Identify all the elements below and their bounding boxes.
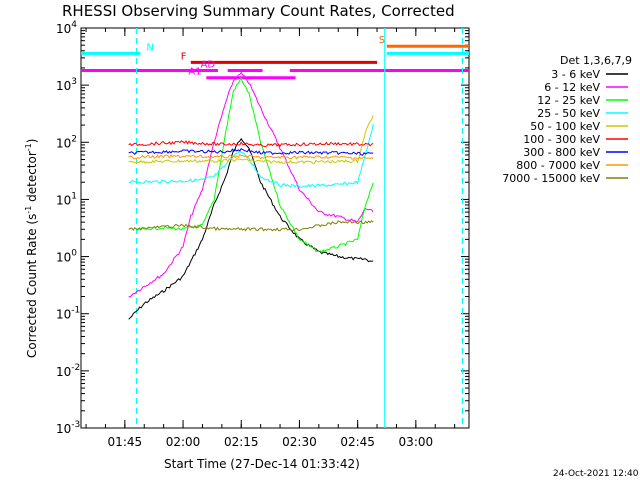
flag-bar-label: AD — [201, 60, 216, 71]
series-line — [136, 76, 374, 254]
legend-entry-label: 3 - 6 keV — [551, 68, 600, 81]
legend-entry-label: 25 - 50 keV — [537, 107, 600, 120]
y-tick-label: 10-2 — [56, 363, 80, 379]
series-line — [128, 220, 374, 232]
series-group — [128, 71, 374, 320]
y-tick-label: 103 — [56, 77, 77, 93]
flag-bar-label: A1 — [188, 67, 201, 78]
footer-date: 24-Oct-2021 12:40 — [553, 469, 639, 479]
legend-entry-label: 6 - 12 keV — [544, 81, 600, 94]
svg-text:Corrected Count Rate (s-1 dete: Corrected Count Rate (s-1 detector-1) — [24, 139, 39, 358]
legend-entry-label: 12 - 25 keV — [537, 94, 600, 107]
series-line — [128, 148, 374, 156]
y-tick-label: 101 — [56, 191, 77, 207]
flag-bar-label: S — [379, 35, 385, 46]
legend-title: Det 1,3,6,7,9 — [560, 54, 632, 67]
series-line — [128, 124, 374, 188]
series-line — [128, 153, 374, 160]
legend-entry-label: 7000 - 15000 keV — [502, 172, 600, 185]
legend-entry-label: 800 - 7000 keV — [516, 159, 600, 172]
flag-bar-label: N — [146, 42, 153, 53]
y-tick-label: 10-1 — [56, 306, 80, 322]
legend-entry-label: 100 - 300 keV — [523, 133, 600, 146]
y-tick-label: 102 — [56, 134, 77, 150]
y-tick-label: 10-3 — [56, 420, 80, 436]
vertical-markers — [135, 28, 464, 428]
series-line — [128, 115, 374, 165]
x-tick-label: 01:45 — [108, 435, 143, 449]
x-tick-label: 02:15 — [224, 435, 259, 449]
x-tick-label: 02:30 — [282, 435, 317, 449]
x-tick-label: 02:45 — [340, 435, 375, 449]
flag-bar-label: F — [181, 51, 187, 62]
legend-entry-label: 50 - 100 keV — [530, 120, 600, 133]
series-line — [128, 71, 374, 298]
y-axis-label: Corrected Count Rate (s-1 detector-1) — [24, 139, 39, 358]
series-line — [128, 137, 374, 320]
legend-entry-label: 300 - 800 keV — [523, 146, 600, 159]
x-tick-labels: 01:45 02:00 02:15 02:30 02:45 03:00 — [108, 435, 434, 449]
y-tick-label: 104 — [56, 20, 77, 36]
series-line — [128, 140, 374, 148]
y-tick-labels: 10-3 10-2 10-1 100 101 102 103 104 — [56, 20, 80, 436]
x-axis-label: Start Time (27-Dec-14 01:33:42) — [164, 457, 360, 471]
x-tick-label: 02:00 — [166, 435, 201, 449]
y-tick-label: 100 — [56, 249, 77, 265]
x-tick-label: 03:00 — [399, 435, 434, 449]
chart-title: RHESSI Observing Summary Count Rates, Co… — [62, 2, 455, 20]
